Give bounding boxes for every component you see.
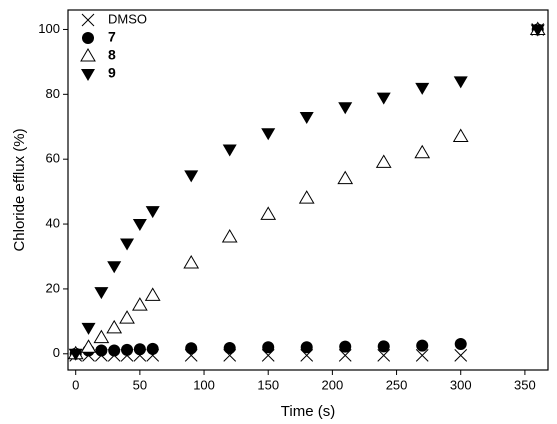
y-tick-label: 80 [46,86,60,101]
marker [415,349,429,362]
y-tick-label: 60 [46,151,60,166]
x-tick-label: 0 [72,377,79,392]
marker [261,128,276,141]
marker [185,342,198,355]
marker [81,322,96,335]
marker [452,128,469,142]
marker [454,349,468,362]
marker [530,24,545,37]
marker [81,69,95,81]
marker [260,206,277,220]
legend-label: 9 [108,65,116,81]
marker [298,190,315,204]
marker [82,32,94,44]
x-tick-label: 100 [193,377,215,392]
marker [377,349,391,362]
legend-label: DMSO [108,11,147,26]
marker [81,13,95,27]
legend-label: 8 [108,47,116,63]
marker [377,340,390,353]
marker [454,338,467,351]
marker [416,339,429,352]
marker [144,287,161,301]
y-tick-label: 20 [46,280,60,295]
marker [80,48,96,62]
marker [106,319,123,334]
marker [146,342,159,355]
marker [414,144,431,159]
marker [145,206,160,219]
marker [93,329,110,344]
x-tick-label: 350 [514,377,536,392]
marker [453,76,468,89]
y-axis-title: Chloride efflux (%) [11,128,28,251]
marker [183,254,200,269]
legend-label: 7 [108,29,116,45]
marker [337,170,354,185]
marker [121,343,134,356]
marker [262,341,275,354]
x-tick-label: 150 [257,377,279,392]
marker [119,310,135,324]
marker [300,341,313,354]
marker [375,154,392,168]
marker [299,112,314,125]
marker [133,343,146,356]
x-tick-label: 300 [450,377,472,392]
marker [415,82,430,95]
marker [132,297,148,311]
marker [107,261,122,274]
y-tick-label: 0 [53,345,60,360]
marker [376,92,391,105]
marker [223,341,236,354]
marker [222,144,237,157]
y-tick-label: 40 [46,215,60,230]
x-axis-title: Time (s) [281,403,335,420]
marker [339,340,352,353]
marker [221,229,238,243]
marker [338,102,353,115]
marker [68,348,83,361]
marker [108,344,121,357]
marker [120,238,135,251]
x-tick-label: 250 [386,377,408,392]
marker [132,219,147,232]
x-tick-label: 200 [322,377,344,392]
plot-frame [67,9,549,371]
x-tick-label: 50 [133,377,147,392]
y-tick-label: 100 [38,21,60,36]
marker [94,287,109,300]
marker [338,349,352,362]
marker [184,170,199,183]
marker [95,344,108,357]
marker [80,339,97,353]
